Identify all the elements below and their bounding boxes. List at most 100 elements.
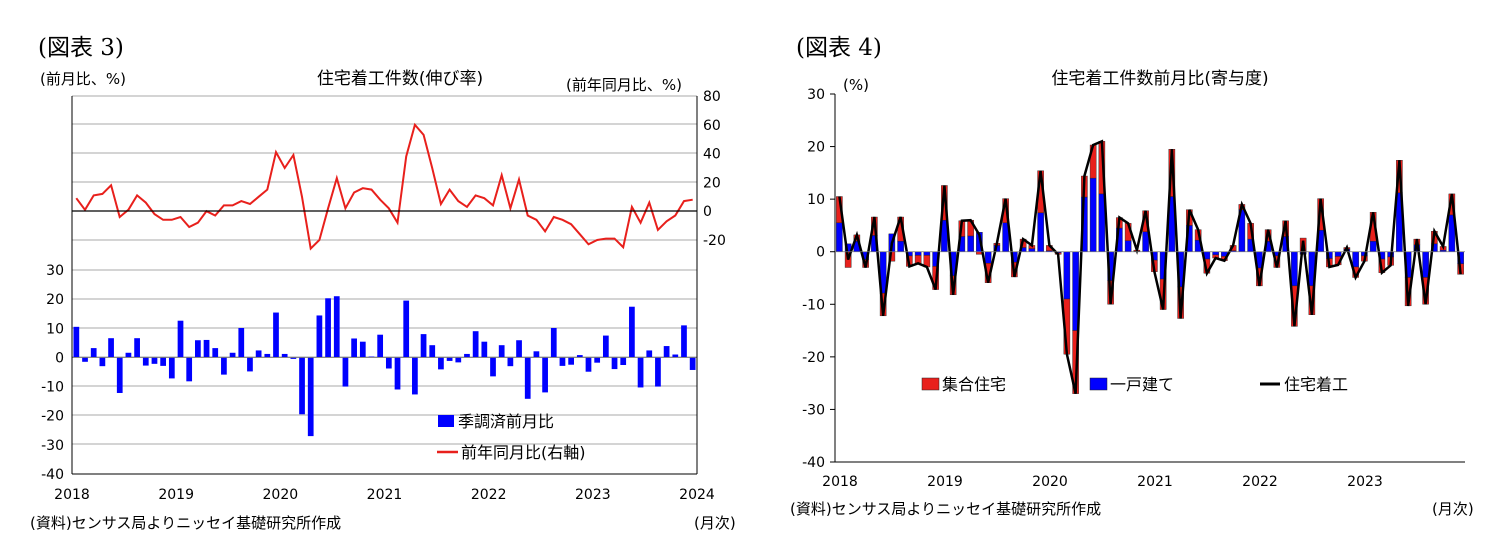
chart2-bar-single-1 <box>844 243 852 252</box>
chart2-bar-multi-14 <box>958 220 966 237</box>
chart2-bar-single-17 <box>984 251 992 264</box>
chart1-bar-50 <box>507 357 514 367</box>
chart2-bar-multi-13 <box>949 275 957 296</box>
chart2-line <box>838 139 1462 394</box>
chart2-legend-multi-label: 集合住宅 <box>942 375 1006 394</box>
chart2-bar-single-0 <box>836 222 843 252</box>
chart2-bar-multi-68 <box>1431 231 1438 245</box>
chart1-bar-14 <box>195 340 201 358</box>
chart2-y-tick-3: 0 <box>816 245 825 261</box>
chart2-bar-multi-70 <box>1448 193 1456 216</box>
chart1-bar-69 <box>672 354 679 358</box>
chart1-bar-42 <box>438 357 444 370</box>
chart2-bar-multi-64 <box>1396 160 1403 194</box>
chart1-bar-19 <box>238 327 245 358</box>
chart1-bar-21 <box>255 350 262 358</box>
chart2-bar-single-15 <box>967 235 974 252</box>
chart2-bar-single-24 <box>1046 250 1053 252</box>
chart2-bar-multi-2 <box>853 234 861 242</box>
chart2-y-tick-1: 20 <box>807 140 825 156</box>
chart2-bar-single-40 <box>1186 225 1193 252</box>
chart2-bar-multi-0 <box>836 196 843 223</box>
chart2-bars <box>836 141 1464 394</box>
chart1-left-tick-6: -30 <box>41 438 64 454</box>
chart1-bar-2 <box>90 348 97 358</box>
chart1-legend-line-label: 前年同月比(右軸) <box>461 443 586 462</box>
chart2-bar-single-34 <box>1133 250 1141 252</box>
chart2-bar-multi-35 <box>1142 210 1149 232</box>
chart2-bar-single-8 <box>906 251 913 257</box>
chart1-bar-32 <box>351 338 357 358</box>
chart2-bar-multi-21 <box>1019 238 1027 248</box>
chart2-bar-single-53 <box>1299 251 1307 255</box>
chart1-bar-15 <box>203 339 210 358</box>
chart1-bar-54 <box>542 357 548 393</box>
chart2-bar-multi-33 <box>1124 223 1132 241</box>
chart2-bar-single-42 <box>1203 251 1211 260</box>
chart2-bar-single-28 <box>1081 196 1088 252</box>
chart2-bar-multi-49 <box>1264 229 1272 242</box>
chart2-bar-multi-26 <box>1063 298 1071 355</box>
chart2-bar-single-58 <box>1343 248 1351 252</box>
chart1-right-tick-3: 20 <box>703 175 721 191</box>
chart2-bar-single-9 <box>914 251 922 256</box>
chart2-bar-single-6 <box>888 233 896 252</box>
chart1-left-tick-7: -40 <box>41 467 64 483</box>
chart1-bar-1 <box>82 357 88 362</box>
chart2-bar-single-48 <box>1256 251 1263 269</box>
chart2-bar-multi-54 <box>1308 285 1316 315</box>
chart1-bar-38 <box>403 300 410 358</box>
chart1-bar-44 <box>455 357 462 363</box>
chart2-bar-multi-57 <box>1334 256 1342 266</box>
chart1-x-tick-4: 2022 <box>471 487 507 503</box>
chart1-legend-bar-label: 季調済前月比 <box>458 412 554 431</box>
chart2-y-tick-2: 10 <box>807 192 825 208</box>
chart1-bar-67 <box>655 357 661 387</box>
chart1-right-axis-label: (前年同月比、%) <box>566 76 682 94</box>
chart1-gridlines <box>72 95 697 475</box>
chart2-bar-multi-69 <box>1439 246 1447 251</box>
chart1-bar-24 <box>281 353 288 358</box>
chart2-bar-single-67 <box>1422 251 1429 278</box>
chart2-legend-line-label: 住宅着工 <box>1284 375 1348 394</box>
chart2-bar-multi-66 <box>1413 238 1421 246</box>
chart2-bar-multi-52 <box>1291 285 1298 327</box>
chart1-bar-22 <box>264 353 271 358</box>
chart1-bar-25 <box>290 357 297 359</box>
chart2-bar-multi-50 <box>1273 255 1281 268</box>
chart1-bar-57 <box>568 357 574 365</box>
chart2-bar-multi-11 <box>932 266 939 290</box>
chart1-bar-26 <box>299 357 305 415</box>
chart2-y-tick-0: 30 <box>807 87 825 103</box>
chart1-left-tick-5: -20 <box>41 409 64 425</box>
chart2-bar-single-41 <box>1194 239 1202 252</box>
chart2-bar-multi-47 <box>1247 223 1254 240</box>
chart2-bar-single-26 <box>1063 251 1071 300</box>
chart1-left-tick-2: 10 <box>46 321 64 337</box>
chart2-y-tick-5: -20 <box>802 350 825 366</box>
chart1-bar-63 <box>620 357 627 366</box>
chart2-legend-single-label: 一戸建て <box>1110 375 1174 394</box>
chart2-bar-multi-7 <box>897 216 904 242</box>
chart2-bar-single-19 <box>1002 222 1009 252</box>
chart1-right-tick-2: 40 <box>703 147 721 163</box>
chart2-bar-single-65 <box>1404 251 1412 278</box>
chart2-bar-multi-8 <box>906 255 913 267</box>
chart1-bar-49 <box>498 345 505 358</box>
chart2-bar-multi-32 <box>1116 217 1123 229</box>
chart1-bar-31 <box>342 357 349 387</box>
chart1-bar-70 <box>681 325 687 358</box>
chart1-bar-11 <box>168 357 175 379</box>
chart1-bar-64 <box>629 306 635 358</box>
chart1-bar-20 <box>247 357 253 372</box>
chart2-bar-single-69 <box>1439 249 1447 252</box>
chart1-bar-68 <box>663 346 670 358</box>
chart2-bar-single-11 <box>932 251 939 267</box>
chart2-bar-multi-44 <box>1221 256 1228 261</box>
chart2-bar-single-55 <box>1317 229 1324 252</box>
chart2-bar-multi-41 <box>1194 229 1202 241</box>
chart1-left-axis-label: (前月比、%) <box>40 70 126 88</box>
chart2-bar-single-66 <box>1413 244 1421 252</box>
chart2-month-unit: (月次) <box>1432 500 1474 518</box>
chart1-bar-12 <box>177 320 184 358</box>
